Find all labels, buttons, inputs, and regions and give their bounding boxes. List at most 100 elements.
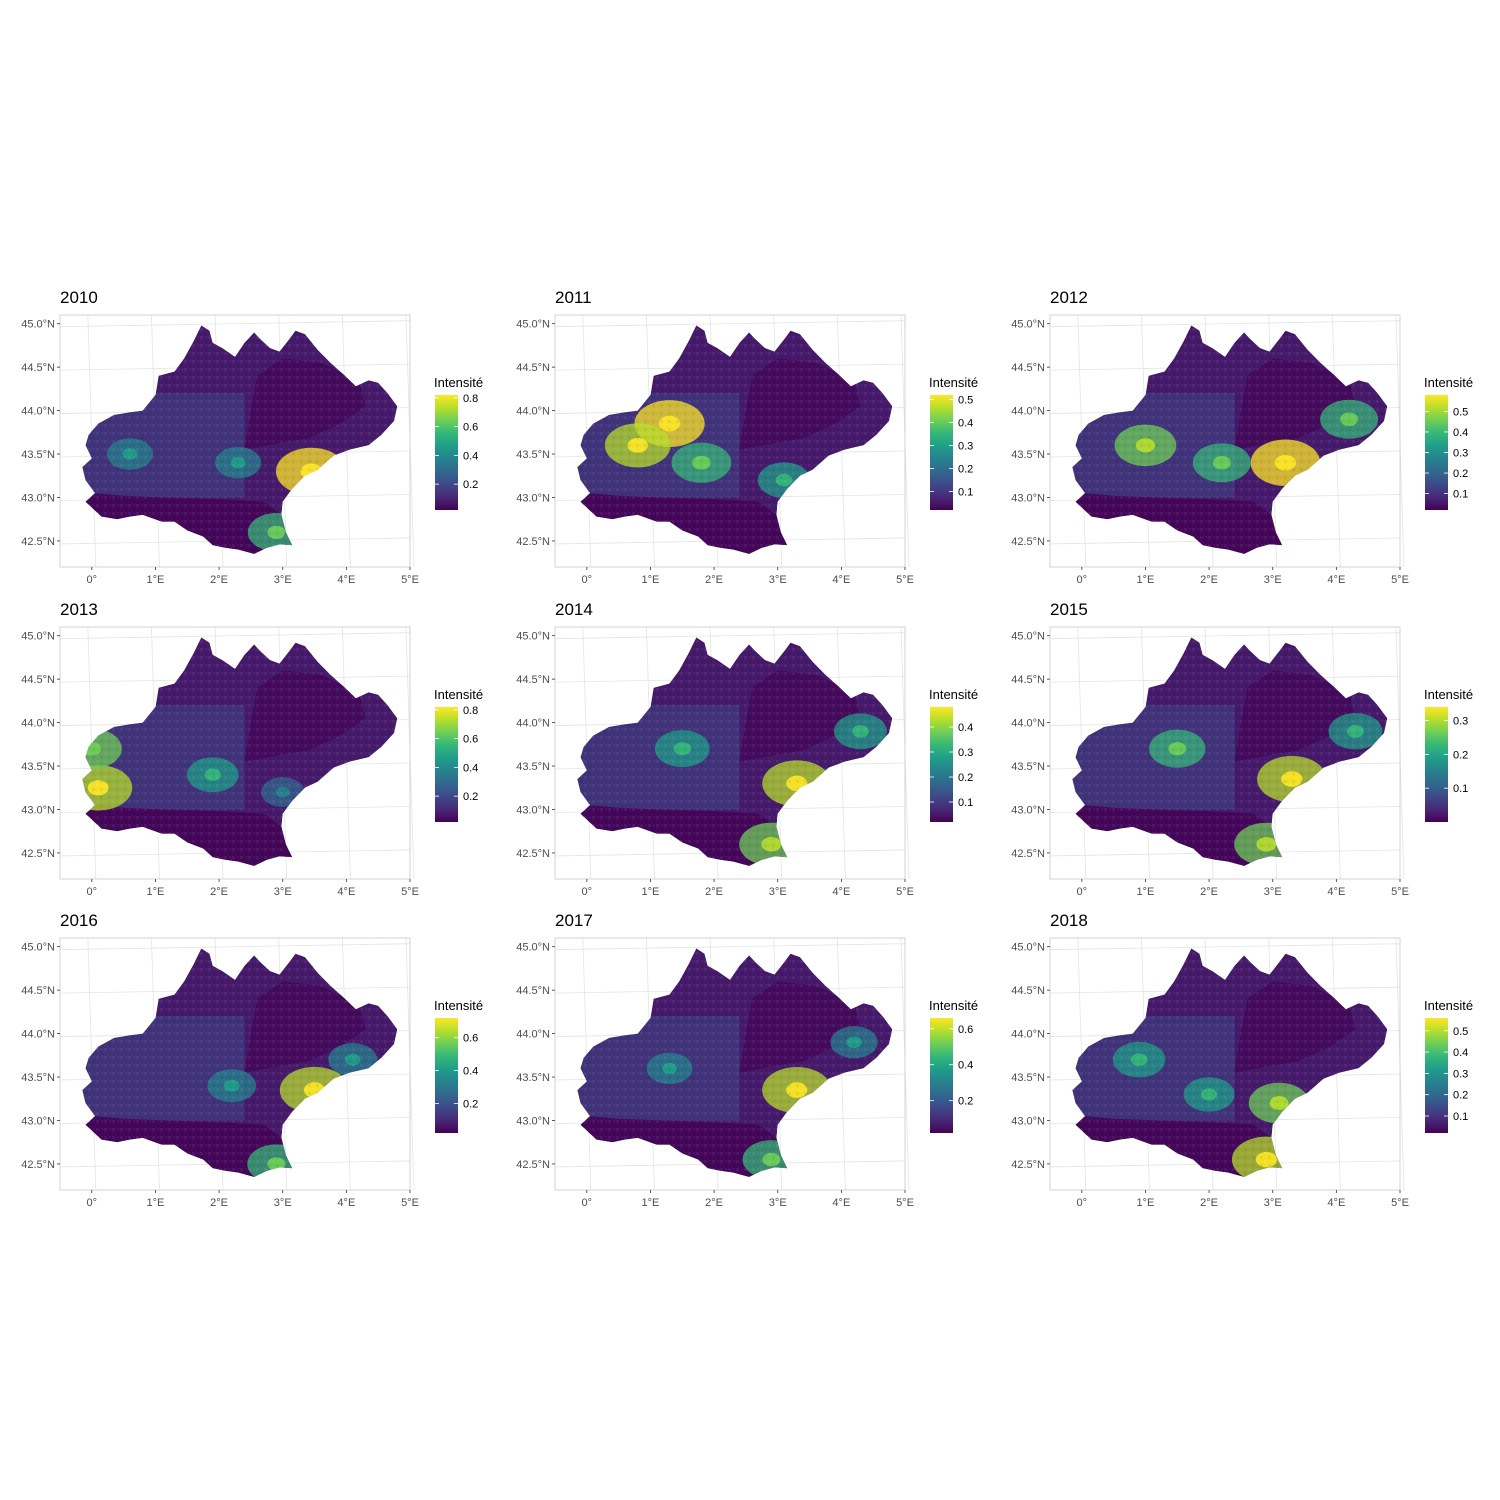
panel-border <box>1049 937 1401 1191</box>
x-tick-label: 0° <box>582 1197 593 1209</box>
y-tick-label: 43.0°N <box>21 492 55 504</box>
x-tick-label: 4°E <box>832 886 850 898</box>
region-raster <box>577 325 893 554</box>
region-raster <box>1072 325 1388 554</box>
colorbar-tick-label: 0.3 <box>958 441 973 453</box>
y-tick-label: 44.5°N <box>516 674 550 686</box>
x-tick-label: 2°E <box>705 1197 723 1209</box>
y-tick-label: 43.5°N <box>516 1072 550 1084</box>
colorbar <box>435 395 458 510</box>
legend-title: Intensité <box>1424 998 1473 1013</box>
y-tick-label: 42.5°N <box>1011 848 1045 860</box>
x-tick-label: 5°E <box>401 574 419 586</box>
x-tick-label: 3°E <box>1264 574 1282 586</box>
raster-texture <box>577 325 893 554</box>
map-panel-2010: 2010 0° 1°E 2°E 3°E 4°E 5°E 42.5°N 43.0°N 43.5°N 4… <box>21 288 483 586</box>
legend-title: Intensité <box>929 998 978 1013</box>
raster-texture <box>1072 637 1388 866</box>
y-tick-label: 43.5°N <box>1011 1072 1045 1084</box>
x-tick-label: 0° <box>582 886 593 898</box>
x-tick-label: 0° <box>1077 886 1088 898</box>
x-tick-label: 1°E <box>642 1197 660 1209</box>
y-tick-label: 43.0°N <box>516 1115 550 1127</box>
colorbar <box>1425 395 1448 510</box>
x-tick-label: 1°E <box>147 886 165 898</box>
x-tick-label: 2°E <box>705 574 723 586</box>
colorbar-tick-label: 0.4 <box>1453 1047 1468 1059</box>
x-tick-label: 5°E <box>896 574 914 586</box>
y-tick-label: 43.5°N <box>516 761 550 773</box>
y-tick-label: 45.0°N <box>1011 631 1045 643</box>
x-tick-label: 2°E <box>1200 1197 1218 1209</box>
panel-border <box>554 937 906 1191</box>
y-tick-label: 44.5°N <box>21 362 55 374</box>
panel-border <box>554 626 906 880</box>
colorbar-tick-label: 0.3 <box>958 747 973 759</box>
region-raster <box>82 637 398 866</box>
x-tick-label: 0° <box>87 886 98 898</box>
y-tick-label: 45.0°N <box>516 942 550 954</box>
y-tick-label: 42.5°N <box>516 1159 550 1171</box>
legend-title: Intensité <box>929 375 978 390</box>
colorbar <box>435 707 458 822</box>
x-tick-label: 0° <box>87 574 98 586</box>
y-tick-label: 44.5°N <box>21 985 55 997</box>
region-raster <box>1072 948 1388 1177</box>
colorbar-tick-label: 0.2 <box>958 772 973 784</box>
legend-title: Intensité <box>929 687 978 702</box>
parallel-line <box>554 632 906 640</box>
y-tick-label: 44.0°N <box>1011 718 1045 730</box>
legend-title: Intensité <box>1424 687 1473 702</box>
y-tick-label: 44.5°N <box>1011 674 1045 686</box>
parallel-line <box>1049 632 1401 640</box>
x-tick-label: 4°E <box>337 574 355 586</box>
panels-group: 2010 0° 1°E 2°E 3°E 4°E 5°E 42.5°N 43.0°N 43.5°N 4… <box>21 288 1473 1209</box>
y-tick-label: 45.0°N <box>516 319 550 331</box>
colorbar-tick-label: 0.4 <box>958 1060 973 1072</box>
y-tick-label: 44.5°N <box>516 362 550 374</box>
colorbar-tick-label: 0.2 <box>958 1096 973 1108</box>
y-tick-label: 42.5°N <box>21 848 55 860</box>
x-tick-label: 2°E <box>1200 574 1218 586</box>
colorbar-tick-label: 0.3 <box>1453 448 1468 460</box>
x-tick-label: 3°E <box>769 886 787 898</box>
x-tick-label: 5°E <box>896 886 914 898</box>
x-tick-label: 3°E <box>1264 1197 1282 1209</box>
x-tick-label: 2°E <box>210 574 228 586</box>
y-tick-label: 43.0°N <box>516 492 550 504</box>
colorbar <box>1425 707 1448 822</box>
raster-texture <box>577 637 893 866</box>
colorbar-tick-label: 0.2 <box>463 479 478 491</box>
panel-border <box>554 314 906 568</box>
raster-texture <box>82 325 398 554</box>
colorbar-tick-label: 0.6 <box>463 422 478 434</box>
x-tick-label: 5°E <box>1391 1197 1409 1209</box>
panel-title: 2012 <box>1050 288 1088 307</box>
region-raster <box>82 948 398 1177</box>
panel-title: 2014 <box>555 600 593 619</box>
parallel-line <box>554 320 906 328</box>
y-tick-label: 45.0°N <box>21 631 55 643</box>
colorbar-tick-label: 0.2 <box>463 1098 478 1110</box>
x-tick-label: 4°E <box>337 1197 355 1209</box>
y-tick-label: 45.0°N <box>1011 942 1045 954</box>
y-tick-label: 44.0°N <box>1011 406 1045 418</box>
parallel-line <box>1049 943 1401 951</box>
x-tick-label: 3°E <box>769 1197 787 1209</box>
y-tick-label: 43.5°N <box>21 1072 55 1084</box>
panel-border <box>59 937 411 1191</box>
colorbar-tick-label: 0.4 <box>463 450 478 462</box>
colorbar-tick-label: 0.1 <box>958 487 973 499</box>
x-tick-label: 1°E <box>1137 574 1155 586</box>
x-tick-label: 1°E <box>1137 886 1155 898</box>
colorbar-tick-label: 0.1 <box>1453 783 1468 795</box>
legend-title: Intensité <box>434 687 483 702</box>
panel-title: 2010 <box>60 288 98 307</box>
y-tick-label: 43.5°N <box>21 449 55 461</box>
colorbar-tick-label: 0.2 <box>463 791 478 803</box>
y-tick-label: 43.0°N <box>1011 804 1045 816</box>
colorbar-tick-label: 0.4 <box>463 1066 478 1078</box>
x-tick-label: 0° <box>1077 574 1088 586</box>
colorbar-tick-label: 0.5 <box>1453 1026 1468 1038</box>
colorbar <box>930 707 953 822</box>
